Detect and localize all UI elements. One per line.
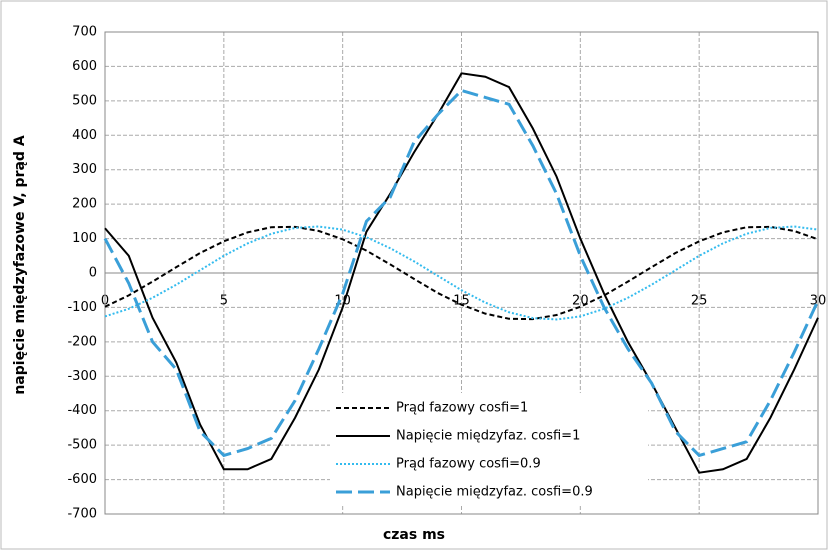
y-tick-label: -400 [67,403,97,418]
legend-label: Napięcie międzyfaz. cosfi=1 [396,429,580,444]
y-tick-label: -500 [67,438,97,453]
y-tick-label: -300 [67,369,97,384]
series-line [104,225,819,321]
y-tick-label: -100 [67,300,97,315]
x-tick-label: 5 [220,294,228,309]
y-tick-label: 0 [89,266,97,281]
y-tick-label: 200 [72,197,97,212]
y-tick-label: 600 [72,59,97,74]
y-tick-label: -200 [67,334,97,349]
series-line [104,225,819,321]
y-tick-label: 100 [72,231,97,246]
x-tick-label: 25 [691,294,708,309]
legend-label: Prąd fazowy cosfi=0.9 [396,457,541,472]
y-tick-label: 500 [72,93,97,108]
x-axis-title: czas ms [383,527,445,543]
x-tick-label: 20 [572,294,589,309]
y-tick-label: -700 [67,507,97,522]
legend: Prąd fazowy cosfi=1 Napięcie międzyfaz. c… [330,393,648,505]
legend-box [330,393,648,505]
x-tick-label: 15 [453,294,470,309]
y-axis-title: napięcie międzyfazowe V, prąd A [12,135,28,394]
y-tick-label: -600 [67,472,97,487]
legend-label: Prąd fazowy cosfi=1 [396,401,528,416]
y-tick-label: 300 [72,162,97,177]
legend-label: Napięcie międzyfaz. cosfi=0.9 [396,485,593,500]
y-tick-label: 400 [72,128,97,143]
series-line [104,72,819,474]
y-tick-label: 700 [72,25,97,40]
series-line [103,88,820,458]
